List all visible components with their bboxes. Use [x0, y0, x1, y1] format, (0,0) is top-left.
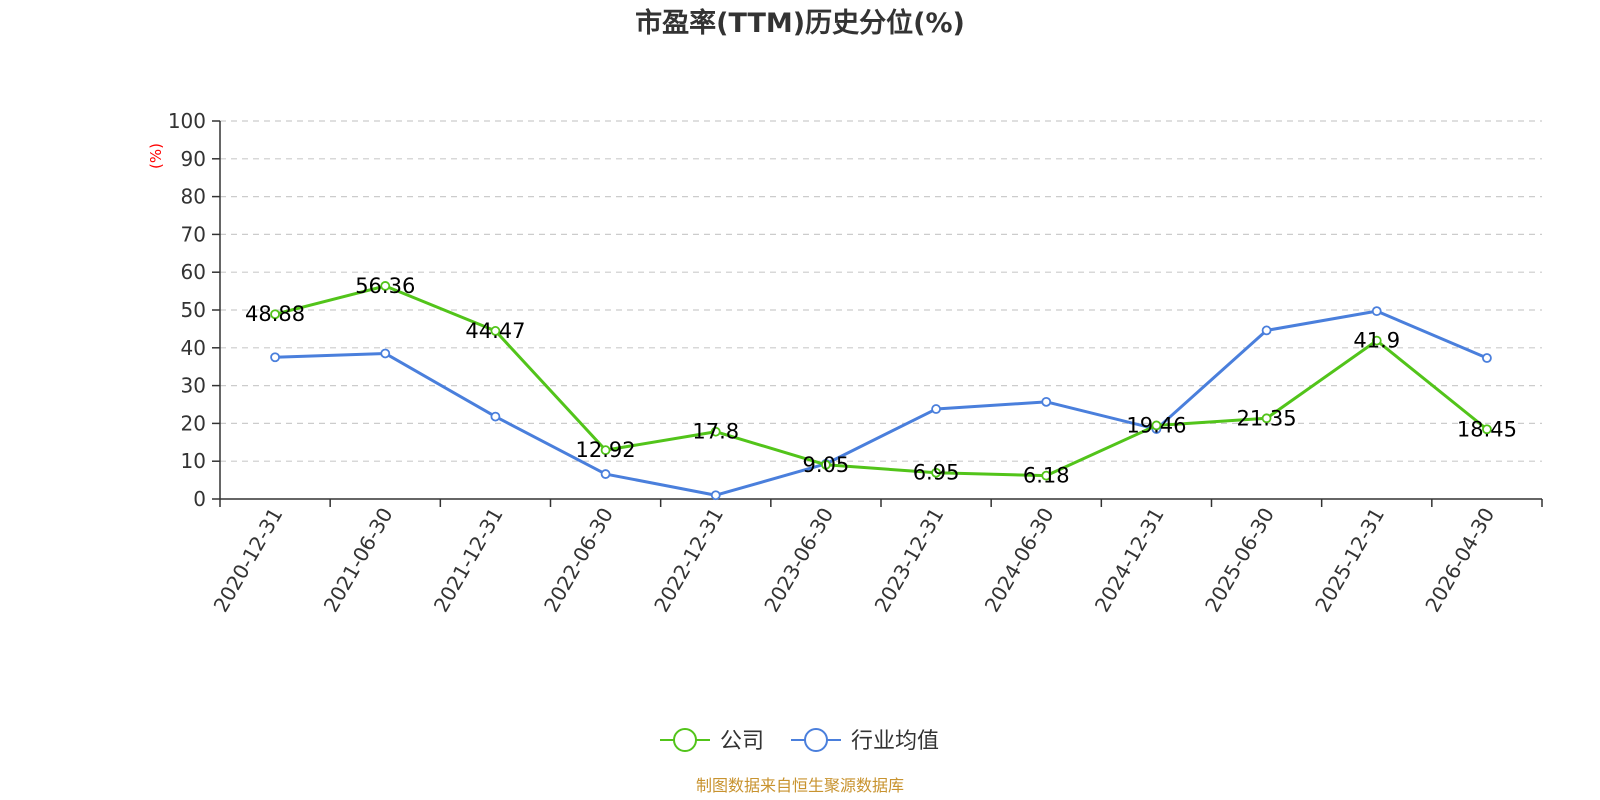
- series-line: [274, 284, 1488, 478]
- data-label: 56.36: [355, 274, 415, 298]
- data-label: 6.18: [1023, 464, 1070, 488]
- data-point: [1482, 424, 1492, 435]
- series-line: [275, 309, 1488, 497]
- data-point: [380, 348, 391, 359]
- legend-label: 行业均值: [851, 729, 939, 754]
- chart-title: 市盈率(TTM)历史分位(%): [635, 7, 965, 39]
- y-tick-label: 20: [181, 411, 206, 435]
- y-tick-label: 80: [181, 185, 206, 209]
- data-point: [710, 490, 721, 501]
- data-point: [821, 459, 831, 470]
- data-label: 48.88: [245, 302, 305, 326]
- x-tick-label: 2020-12-31: [209, 504, 288, 617]
- data-label: 18.45: [1457, 417, 1517, 441]
- x-tick-label: 2026-04-30: [1420, 504, 1499, 617]
- data-point: [931, 467, 941, 478]
- data-point: [1261, 325, 1272, 336]
- grid-lines: [220, 120, 1542, 462]
- x-tick-label: 2024-06-30: [980, 504, 1059, 617]
- data-point: [600, 469, 611, 479]
- legend-label: 公司: [720, 729, 764, 754]
- y-tick-label: 100: [168, 109, 206, 133]
- x-tick-label: 2025-06-30: [1200, 504, 1279, 617]
- data-point: [1371, 335, 1382, 346]
- data-point: [710, 426, 721, 437]
- data-point: [1041, 396, 1052, 407]
- x-tick-label: 2024-12-31: [1090, 504, 1169, 617]
- y-tick-label: 70: [181, 222, 206, 246]
- data-point: [931, 404, 941, 414]
- y-tick-label: 50: [181, 298, 206, 322]
- legend-marker: [673, 728, 697, 752]
- y-tick-label: 90: [181, 147, 206, 171]
- y-tick-label: 40: [181, 336, 206, 360]
- data-point: [490, 326, 501, 336]
- y-tick-label: 60: [181, 260, 206, 284]
- legend: 公司 行业均值: [660, 728, 939, 754]
- data-point: [380, 281, 391, 291]
- data-point: [1151, 420, 1162, 431]
- data-label: 17.8: [692, 420, 739, 444]
- data-point: [270, 309, 280, 320]
- data-label: 19.46: [1126, 413, 1186, 437]
- legend-marker: [804, 728, 828, 752]
- data-point: [1482, 353, 1492, 363]
- x-tick-label: 2022-12-31: [649, 504, 728, 617]
- y-axis-unit-label: (%): [147, 143, 165, 169]
- data-label: 12.92: [576, 438, 636, 462]
- data-label: 41.9: [1353, 329, 1400, 353]
- x-tick-label: 2025-12-31: [1310, 504, 1389, 617]
- data-point: [270, 352, 280, 363]
- data-point: [1041, 470, 1052, 481]
- axes: 0 10 20 30 40 50 60 70 80 90 100 2020-12-31 2021-06-…: [168, 109, 1543, 617]
- x-tick-label: 2021-12-31: [429, 504, 508, 617]
- data-point: [1261, 413, 1272, 424]
- data-label: 6.95: [913, 461, 960, 485]
- y-tick-label: 10: [181, 449, 206, 473]
- data-label: 44.47: [465, 319, 525, 343]
- x-tick-label: 2023-06-30: [759, 504, 838, 617]
- data-point: [490, 411, 501, 422]
- y-tick-label: 30: [181, 374, 206, 398]
- y-tick-label: 0: [193, 487, 206, 511]
- data-labels: 48.88 56.36 44.47 12.92 17.8 9.05 6.95 6.18 19.4…: [245, 274, 1517, 488]
- x-tick-label: 2023-12-31: [870, 504, 949, 617]
- data-point: [1371, 306, 1382, 317]
- x-tick-label: 2022-06-30: [539, 504, 618, 617]
- source-note: 制图数据来自恒生聚源数据库: [696, 776, 904, 795]
- data-label: 9.05: [803, 453, 850, 477]
- x-tick-label: 2021-06-30: [319, 504, 398, 617]
- series-lines: [270, 281, 1492, 501]
- data-point: [600, 445, 611, 456]
- data-label: 21.35: [1237, 406, 1297, 430]
